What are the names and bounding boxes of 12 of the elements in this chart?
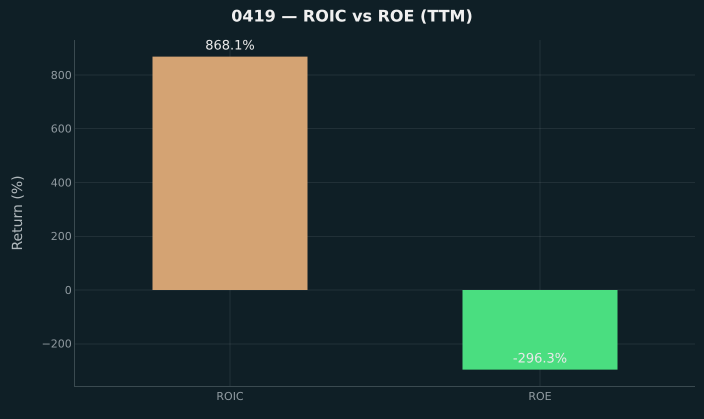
- y-tick-label: 600: [50, 122, 72, 136]
- data-label: 868.1%: [205, 38, 255, 54]
- x-tick-label: ROE: [528, 390, 552, 404]
- x-tick-label: ROIC: [216, 390, 244, 404]
- y-tick-label: 0: [64, 284, 72, 297]
- y-tick-label: 200: [50, 230, 72, 244]
- y-axis-title: Return (%): [10, 175, 26, 251]
- y-tick-label: 800: [50, 68, 72, 82]
- chart-title: 0419 — ROIC vs ROE (TTM): [231, 6, 473, 26]
- y-tick-label: −200: [42, 338, 72, 351]
- data-label: -296.3%: [512, 352, 568, 367]
- y-tick-label: 400: [50, 176, 72, 190]
